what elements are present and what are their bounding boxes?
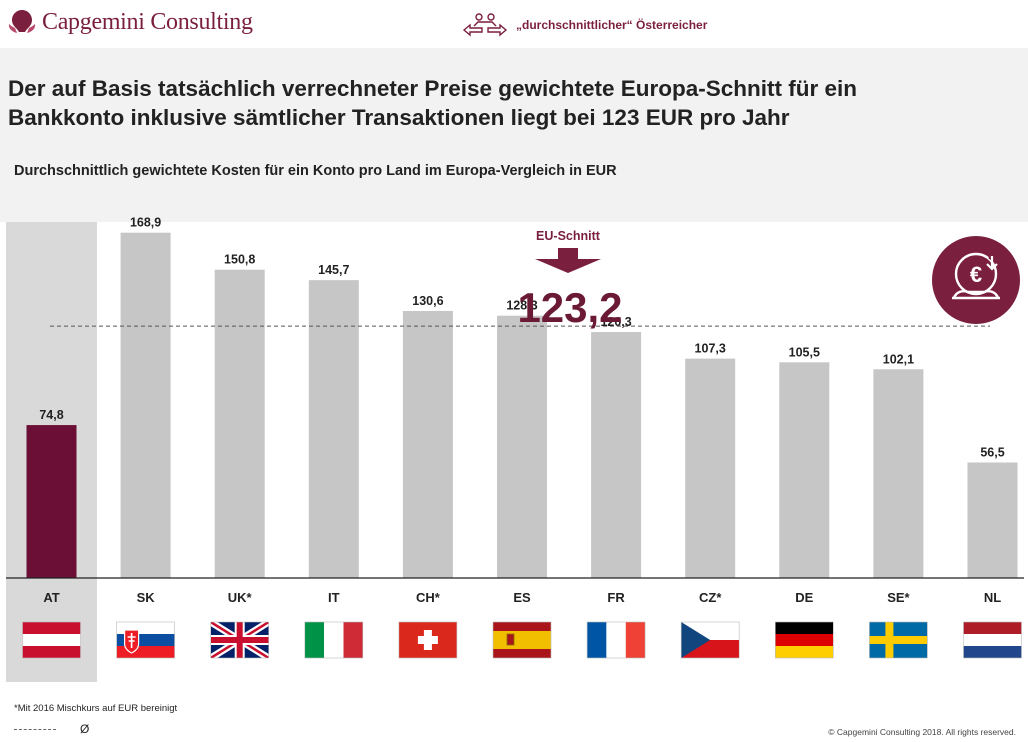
value-label-nl: 56,5 xyxy=(980,445,1004,459)
category-label-sk: SK xyxy=(137,590,156,605)
value-label-at: 74,8 xyxy=(39,408,63,422)
page-title: Der auf Basis tatsächlich verrechneter P… xyxy=(8,74,1018,132)
category-label-nl: NL xyxy=(984,590,1001,605)
bar-se xyxy=(873,369,924,578)
euro-refresh-icon: € xyxy=(932,236,1020,324)
bar-nl xyxy=(967,462,1018,578)
eu-average-label: EU-Schnitt xyxy=(536,229,600,243)
capgemini-logo-icon xyxy=(8,10,36,33)
bar-fr xyxy=(591,332,642,578)
bar-sk xyxy=(120,232,171,578)
category-label-fr: FR xyxy=(607,590,625,605)
logo-text: Capgemini Consulting xyxy=(42,8,253,35)
bar-uk xyxy=(214,269,265,578)
flag-ch-icon xyxy=(398,621,458,659)
logo[interactable]: Capgemini Consulting xyxy=(6,8,253,36)
title-band xyxy=(0,48,1028,222)
value-label-ch: 130,6 xyxy=(412,294,443,308)
flag-it-icon xyxy=(304,621,364,659)
topic-nav[interactable]: „durchschnittlicher“ Österreicher xyxy=(462,12,707,38)
average-legend: Ø xyxy=(14,722,89,736)
value-label-uk: 150,8 xyxy=(224,253,255,267)
value-label-sk: 168,9 xyxy=(130,216,161,230)
category-label-at: AT xyxy=(43,590,59,605)
chart-subtitle: Durchschnittlich gewichtete Kosten für e… xyxy=(14,163,617,179)
flag-cz-icon xyxy=(680,621,740,659)
average-symbol: Ø xyxy=(80,722,90,736)
value-label-it: 145,7 xyxy=(318,263,349,277)
topic-label: „durchschnittlicher“ Österreicher xyxy=(516,18,708,32)
bar-de xyxy=(779,362,830,578)
value-label-cz: 107,3 xyxy=(695,342,726,356)
category-label-cz: CZ* xyxy=(699,590,722,605)
value-label-se: 102,1 xyxy=(883,352,914,366)
flag-nl-icon xyxy=(963,621,1022,659)
footnote: *Mit 2016 Mischkurs auf EUR bereinigt xyxy=(14,703,178,714)
bar-cz xyxy=(685,358,736,578)
flag-at-icon xyxy=(22,621,81,659)
category-label-es: ES xyxy=(513,590,531,605)
flag-se-icon xyxy=(869,621,928,659)
header: Capgemini Consulting „durchschnittlicher… xyxy=(0,0,1028,48)
flag-fr-icon xyxy=(586,621,646,659)
flag-de-icon xyxy=(774,621,834,659)
title-line-1: Der auf Basis tatsächlich verrechneter P… xyxy=(8,76,858,101)
category-label-ch: CH* xyxy=(416,590,441,605)
title-line-2: Bankkonto inklusive sämtlicher Transakti… xyxy=(8,105,790,130)
category-label-se: SE* xyxy=(887,590,910,605)
svg-text:€: € xyxy=(970,262,982,287)
category-label-uk: UK* xyxy=(228,590,253,605)
copyright: © Capgemini Consulting 2018. All rights … xyxy=(828,727,1016,737)
bar-es xyxy=(497,315,547,578)
category-label-it: IT xyxy=(328,590,340,605)
flag-gb-icon xyxy=(210,621,269,659)
bar-it xyxy=(308,280,359,578)
flag-sk-icon xyxy=(116,621,175,659)
average-legend-dash xyxy=(14,728,56,730)
value-label-fr: 120,3 xyxy=(600,315,631,329)
bar-ch xyxy=(402,310,453,578)
category-label-de: DE xyxy=(795,590,813,605)
value-label-es: 128,3 xyxy=(506,299,537,313)
eu-average-value: 123,2 xyxy=(517,284,623,331)
value-label-de: 105,5 xyxy=(789,345,820,359)
flag-es-icon xyxy=(492,621,552,659)
people-exchange-icon xyxy=(462,13,508,37)
bar-at xyxy=(26,425,77,578)
eu-average-arrow xyxy=(535,248,601,273)
